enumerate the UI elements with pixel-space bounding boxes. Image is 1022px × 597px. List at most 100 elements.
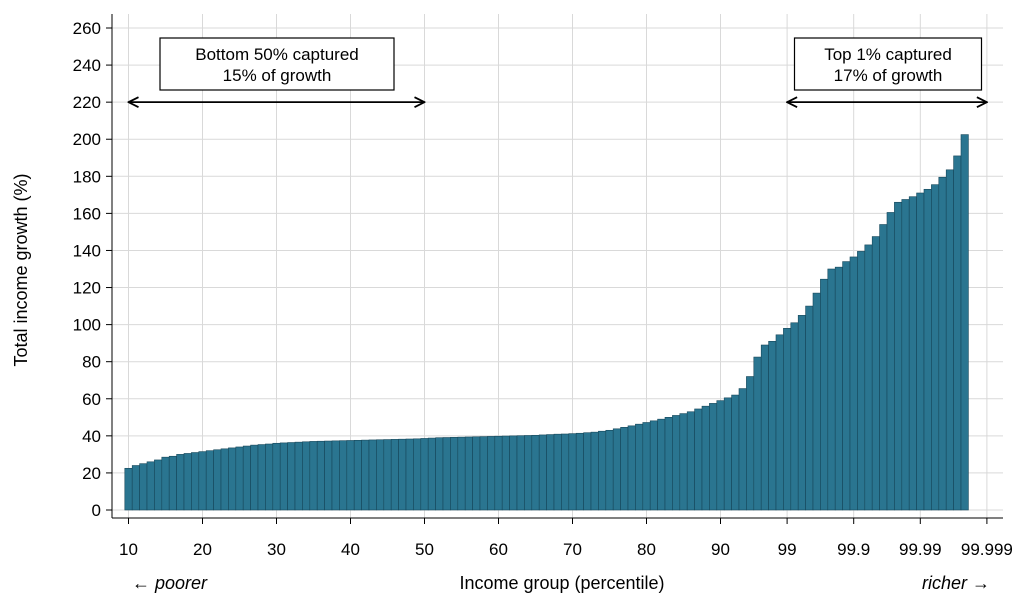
bar <box>886 212 895 511</box>
bar <box>316 440 325 511</box>
y-tick-label: 100 <box>73 316 101 335</box>
bar <box>331 440 340 511</box>
bar <box>916 192 925 511</box>
bars <box>124 134 969 511</box>
bar <box>272 442 281 511</box>
bar <box>753 356 762 511</box>
bar <box>820 278 829 511</box>
bar <box>294 441 303 511</box>
bar <box>657 418 666 511</box>
bar <box>834 266 843 511</box>
bar <box>960 134 969 511</box>
bar <box>546 434 555 511</box>
bar <box>494 435 503 511</box>
bar <box>442 437 451 511</box>
bar <box>487 436 496 511</box>
bar <box>590 431 599 511</box>
bar <box>871 236 880 511</box>
bar <box>168 455 177 511</box>
annotation-line2: 17% of growth <box>834 66 943 85</box>
bar <box>805 305 814 511</box>
bar <box>738 388 747 511</box>
bar <box>612 428 621 511</box>
bar <box>139 463 148 511</box>
x-tick-label: 50 <box>415 540 434 559</box>
bar <box>945 169 954 511</box>
bar <box>287 442 296 511</box>
left-arrow-glyph: ← <box>132 573 155 593</box>
bar <box>672 415 681 511</box>
x-tick-label: 99.999 <box>961 540 1013 559</box>
bar <box>775 334 784 511</box>
bar <box>864 244 873 511</box>
bar <box>302 441 311 511</box>
y-tick-label: 160 <box>73 204 101 223</box>
bar <box>575 432 584 511</box>
bar <box>516 435 525 511</box>
y-tick-label: 60 <box>82 390 101 409</box>
x-tick-label: 60 <box>489 540 508 559</box>
y-tick-label: 240 <box>73 56 101 75</box>
bar <box>450 437 459 511</box>
bar <box>346 440 355 511</box>
bar <box>879 224 888 511</box>
x-tick-label: 90 <box>711 540 730 559</box>
bar <box>353 439 362 511</box>
bar <box>250 444 259 511</box>
bar <box>790 322 799 511</box>
x-tick-label: 99.9 <box>837 540 870 559</box>
y-tick-label: 120 <box>73 279 101 298</box>
bar <box>361 439 370 511</box>
bar <box>198 451 207 511</box>
axes <box>111 14 1003 519</box>
poorer-text: poorer <box>154 573 208 593</box>
bar <box>635 423 644 511</box>
bar <box>524 435 533 511</box>
bar <box>894 201 903 511</box>
bar <box>797 315 806 511</box>
bar <box>213 449 222 511</box>
bar <box>553 433 562 511</box>
bar <box>368 439 377 511</box>
x-tick-label: 99 <box>778 540 797 559</box>
bar <box>324 440 333 511</box>
bar <box>479 436 488 511</box>
bar <box>746 376 755 511</box>
bar <box>191 452 200 511</box>
y-tick-label: 260 <box>73 19 101 38</box>
y-tick-label: 200 <box>73 130 101 149</box>
bar <box>627 425 636 511</box>
y-axis-title: Total income growth (%) <box>11 173 31 366</box>
bar <box>265 443 274 511</box>
bar <box>420 438 429 511</box>
annotations: Bottom 50% captured 15% of growth Top 1% c… <box>129 37 987 102</box>
annotation-box <box>159 37 395 91</box>
annotation-box <box>793 37 983 91</box>
bar <box>427 437 436 511</box>
bar <box>161 456 170 511</box>
bar <box>857 251 866 511</box>
y-tick-label: 220 <box>73 93 101 112</box>
bar <box>760 344 769 511</box>
bar <box>731 394 740 511</box>
bar <box>642 422 651 511</box>
bar <box>849 256 858 511</box>
x-tick-label: 80 <box>637 540 656 559</box>
y-tick-label: 80 <box>82 353 101 372</box>
x-tick-label: 20 <box>193 540 212 559</box>
bar <box>694 408 703 511</box>
bar <box>131 465 140 511</box>
bar <box>205 450 214 511</box>
bar <box>709 403 718 511</box>
bar <box>716 400 725 511</box>
bar <box>812 292 821 511</box>
bar <box>339 440 348 511</box>
bar <box>435 437 444 511</box>
x-tick-label: 10 <box>119 540 138 559</box>
bar <box>953 155 962 511</box>
bar <box>598 430 607 511</box>
bar <box>620 427 629 511</box>
y-tick-label: 180 <box>73 167 101 186</box>
poorer-label: ← poorer <box>132 573 208 593</box>
